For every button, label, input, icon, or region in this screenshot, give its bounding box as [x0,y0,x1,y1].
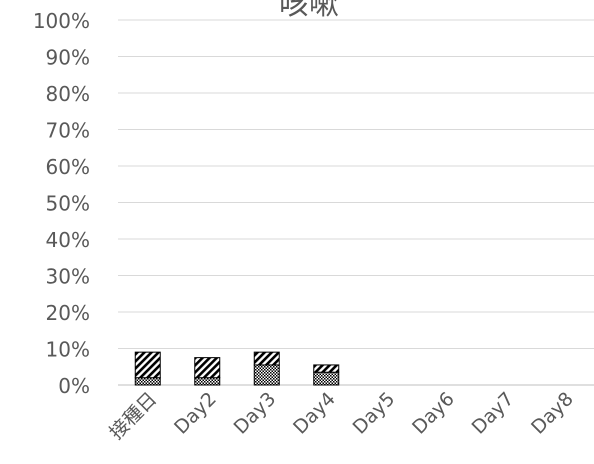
bar-segment-crosshatch [194,377,221,386]
chart-title: 咳嗽 [279,0,339,22]
y-tick-label: 80% [46,82,90,106]
x-tick-label: Day8 [527,388,578,439]
y-tick-label: 100% [33,9,90,33]
bar-segment-diagonal [253,351,280,366]
gridlines [118,19,594,386]
y-tick-label: 70% [46,119,90,143]
bar-segment-diagonal [194,357,221,379]
x-tick-label: Day3 [230,388,281,439]
y-tick-label: 30% [46,265,90,289]
bar-segment-diagonal [313,364,340,373]
bar-segment-crosshatch [134,377,161,386]
x-tick-label: 接種日 [105,388,161,444]
x-tick-label: Day5 [349,388,400,439]
y-tick-label: 0% [58,374,90,398]
x-tick-label: Day2 [170,388,221,439]
bar-segment-crosshatch [313,371,340,386]
y-tick-label: 20% [46,301,90,325]
y-tick-label: 90% [46,46,90,70]
x-tick-labels: 接種日 Day2 Day3 Day4 Day5 Day6 Day7 Day8 [105,388,577,444]
x-tick-label: Day6 [408,388,459,439]
y-tick-label: 10% [46,338,90,362]
y-tick-label: 60% [46,155,90,179]
x-tick-label: Day7 [468,388,519,439]
y-tick-labels: 0% 10% 20% 30% 40% 50% 60% 70% 80% 90% 100% [33,9,90,398]
bar-segment-diagonal [134,351,161,379]
x-tick-label: Day4 [289,388,340,439]
y-tick-label: 50% [46,192,90,216]
bar-segment-crosshatch [253,364,280,386]
bars [134,351,340,386]
y-tick-label: 40% [46,228,90,252]
